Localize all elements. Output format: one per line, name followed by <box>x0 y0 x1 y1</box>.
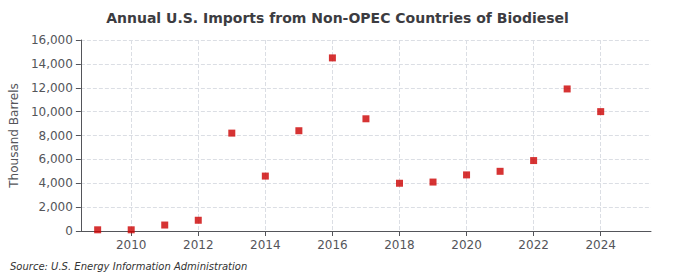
svg-text:2014: 2014 <box>250 238 281 252</box>
svg-text:8,000: 8,000 <box>39 129 73 143</box>
svg-text:6,000: 6,000 <box>39 152 73 166</box>
svg-text:10,000: 10,000 <box>31 105 73 119</box>
svg-text:16,000: 16,000 <box>31 33 73 47</box>
svg-text:Source: U.S. Energy Informatio: Source: U.S. Energy Information Administ… <box>10 261 247 272</box>
svg-text:2,000: 2,000 <box>39 200 73 214</box>
svg-text:2020: 2020 <box>451 238 482 252</box>
svg-text:0: 0 <box>65 224 73 238</box>
svg-text:2018: 2018 <box>384 238 415 252</box>
svg-text:Annual U.S. Imports from Non-O: Annual U.S. Imports from Non-OPEC Countr… <box>106 10 569 26</box>
svg-text:14,000: 14,000 <box>31 57 73 71</box>
svg-text:2022: 2022 <box>518 238 549 252</box>
svg-text:Thousand Barrels: Thousand Barrels <box>7 83 21 188</box>
svg-text:2016: 2016 <box>317 238 348 252</box>
svg-text:2010: 2010 <box>116 238 147 252</box>
svg-text:2012: 2012 <box>183 238 214 252</box>
svg-text:4,000: 4,000 <box>39 176 73 190</box>
svg-text:2024: 2024 <box>585 238 616 252</box>
svg-text:12,000: 12,000 <box>31 81 73 95</box>
